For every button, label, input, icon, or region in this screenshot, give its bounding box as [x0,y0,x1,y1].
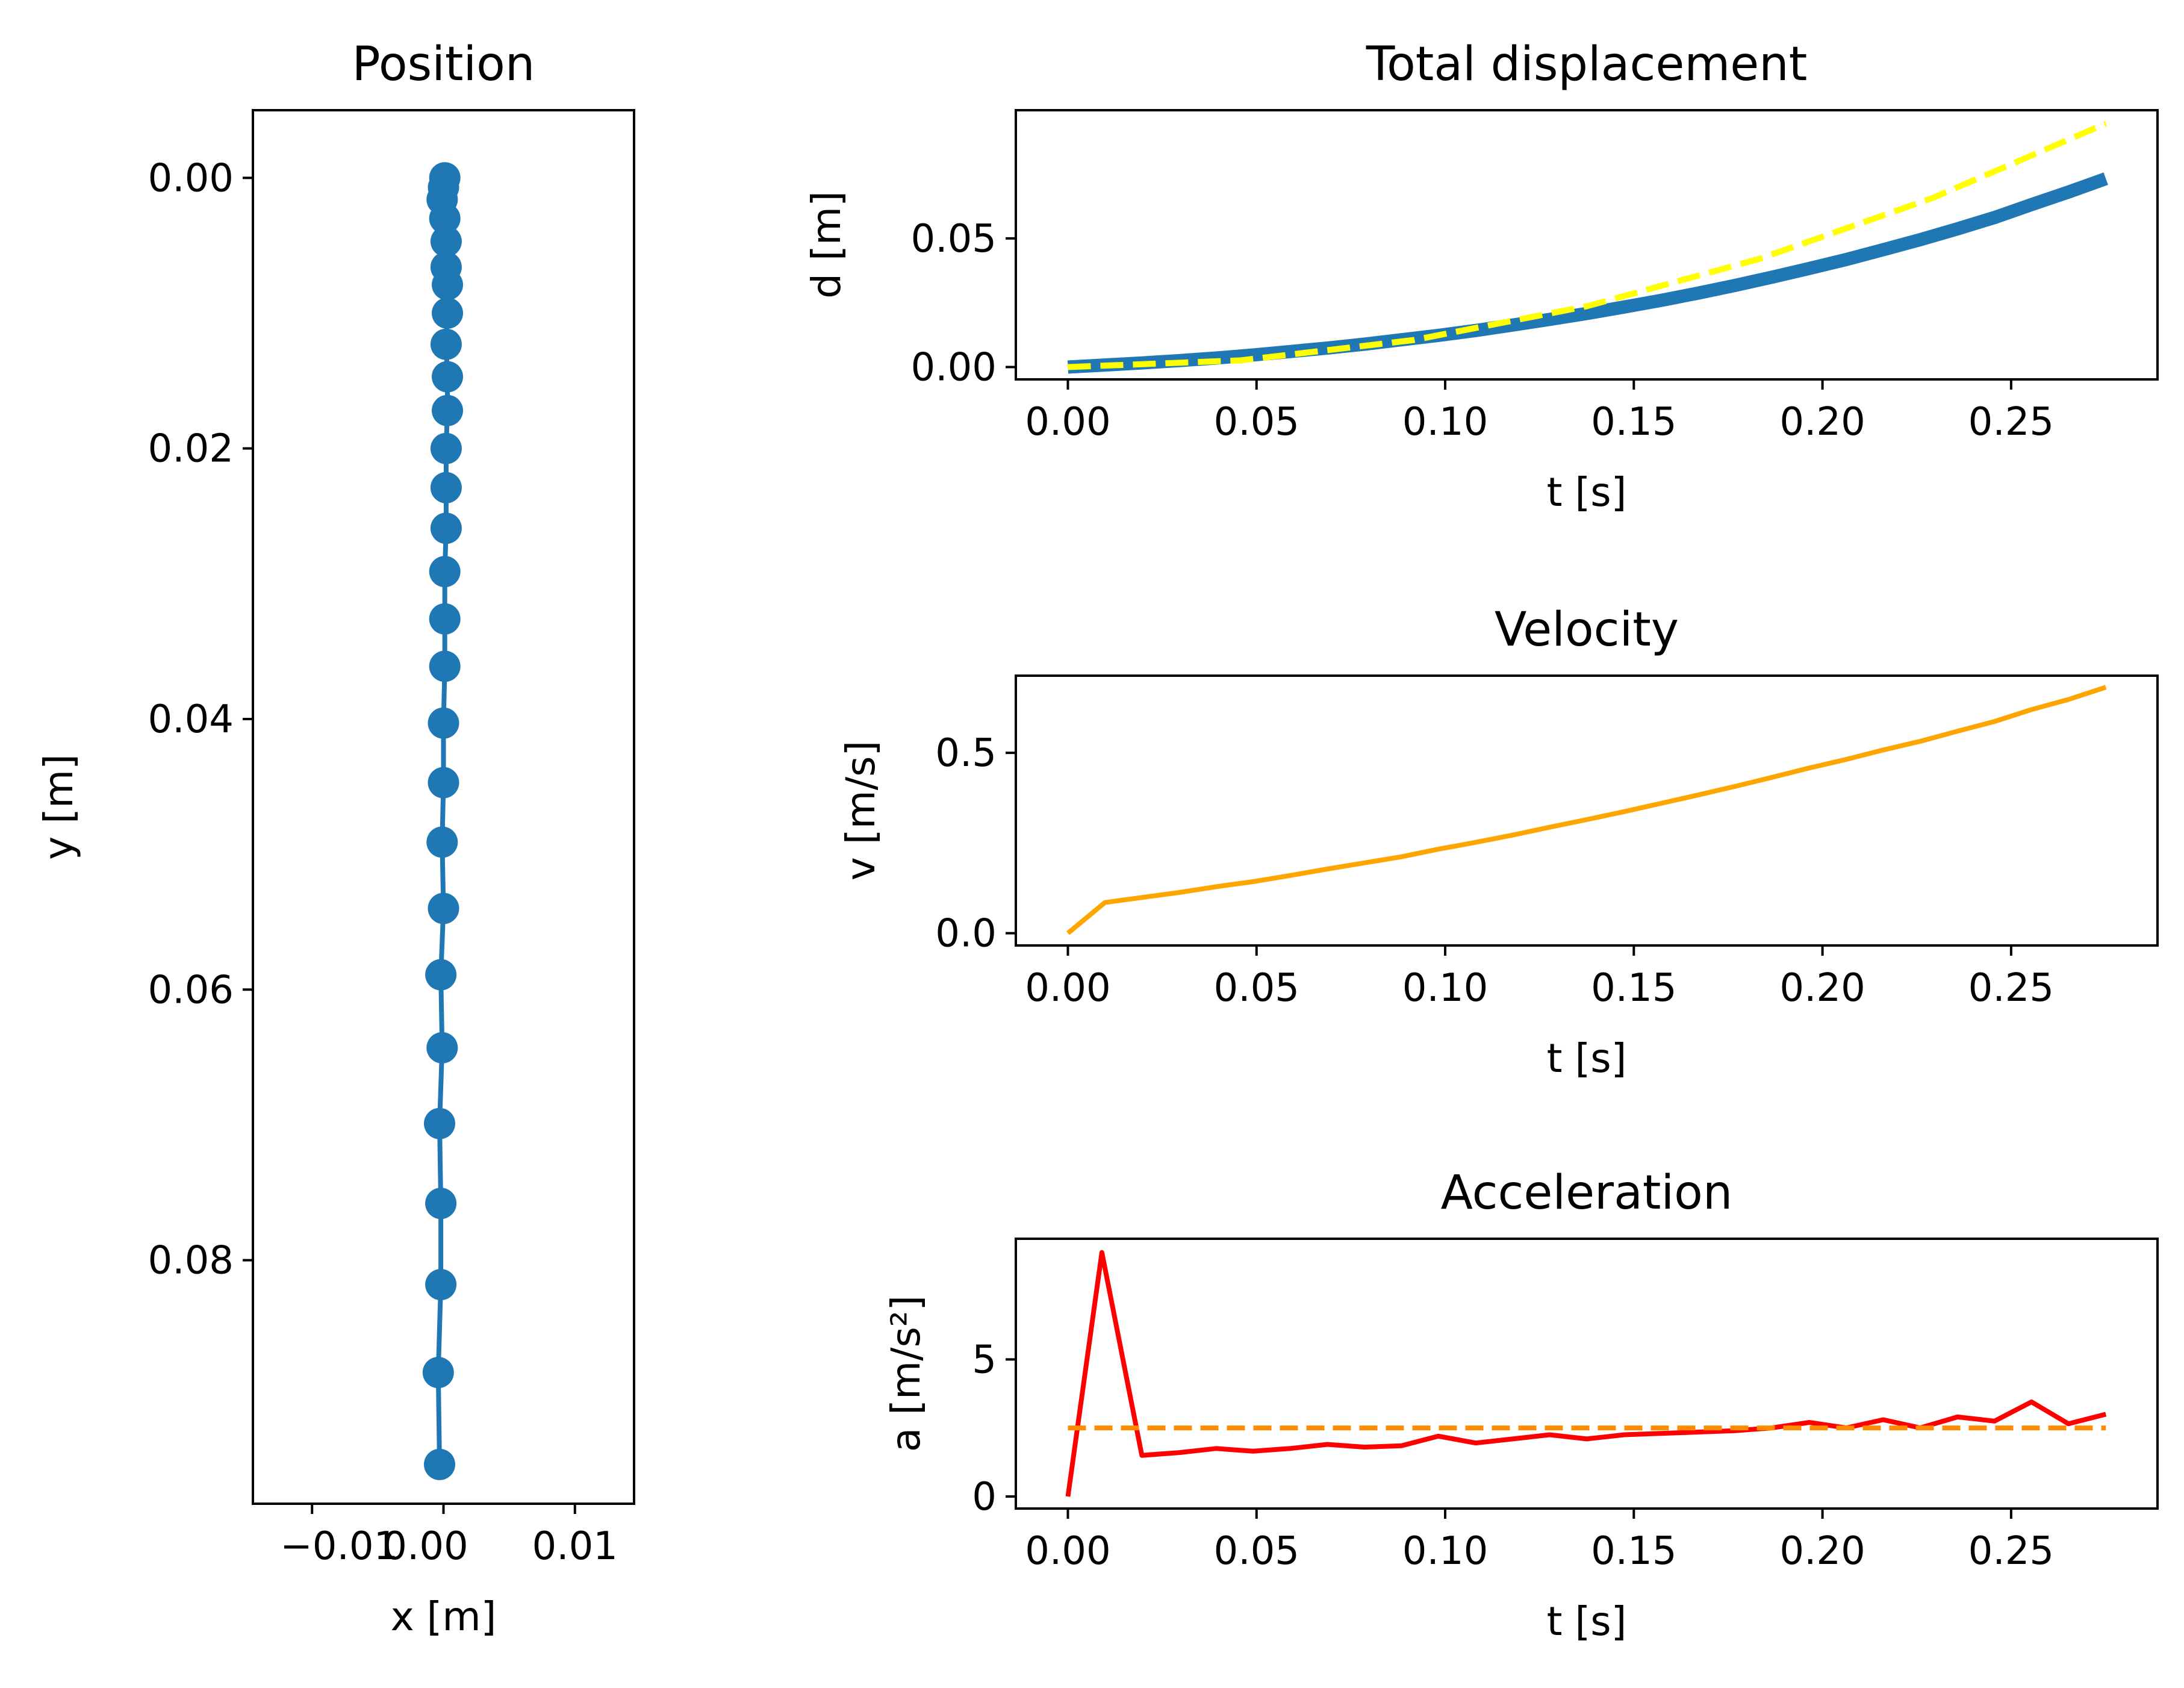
total-displacement-y-axis-label: d [m] [803,191,850,299]
velocity-y-tick-label-1: 0.5 [935,731,997,776]
velocity-frame [1015,674,2159,947]
acceleration-x-tick-label-1: 0.05 [1214,1529,1300,1574]
velocity-series-0-line [1066,685,2107,935]
velocity-x-tick-label-5: 0.25 [1968,966,2055,1011]
acceleration-x-tick-label-4: 0.20 [1779,1529,1865,1574]
acceleration-x-axis-label: t [s] [1547,1598,1627,1645]
position-point-9 [432,361,463,393]
position-point-20 [428,892,459,924]
position-point-23 [424,1107,455,1139]
position-title: Position [352,37,535,92]
position-y-tick-label-4: 0.08 [148,1239,234,1283]
total-displacement-x-tick-label-4: 0.20 [1779,400,1865,444]
position-point-25 [425,1269,457,1301]
total-displacement-frame [1015,109,2159,381]
acceleration-x-tick-label-3: 0.15 [1591,1529,1677,1574]
position-axes: −0.010.00 0.010.000.020.040.060.08Positio… [36,37,635,1640]
position-point-3 [429,202,461,234]
acceleration-frame [1015,1238,2159,1510]
position-point-22 [426,1032,458,1064]
velocity-x-tick-label-4: 0.20 [1779,966,1865,1011]
acceleration-axes: 0.00 0.05 0.10 0.15 0.20 0.25 0 5 Acceleration t … [883,1166,2159,1645]
position-point-10 [432,394,463,426]
total-displacement-x-tick-label-3: 0.15 [1591,400,1677,444]
total-displacement-plot-area [1067,120,2108,374]
total-displacement-x-tick-label-1: 0.05 [1214,400,1300,444]
position-point-19 [426,826,458,858]
position-point-12 [430,472,462,503]
position-point-24 [425,1188,457,1219]
velocity-x-axis-label: t [s] [1547,1035,1627,1082]
position-point-8 [430,328,462,360]
position-x-tick-label-1: 0.00 [382,1524,468,1569]
position-point-21 [425,959,457,991]
position-x-tick-label-2: 0.01 [532,1524,618,1569]
position-point-15 [429,603,461,635]
acceleration-plot-area [1065,1250,2107,1497]
position-point-7 [432,297,463,329]
velocity-x-tick-label-2: 0.10 [1402,966,1489,1011]
position-point-4 [430,225,462,257]
velocity-plot-area [1066,685,2107,935]
total-displacement-y-tick-label-0: 0.00 [911,345,997,390]
acceleration-y-axis-label: a [m/s²] [883,1295,929,1452]
position-y-tick-label-1: 0.02 [148,427,234,472]
velocity-y-tick-label-0: 0.0 [935,912,997,956]
total-displacement-axes: 0.00 0.05 0.10 0.15 0.20 0.25 0.00 0.05 Total di… [803,37,2159,515]
velocity-x-tick-label-3: 0.15 [1591,966,1677,1011]
position-y-axis-label: y [m] [36,754,82,860]
total-displacement-x-tick-label-5: 0.25 [1968,400,2055,444]
position-point-18 [428,767,459,799]
velocity-y-axis-label: v [m/s] [838,741,884,880]
position-point-14 [429,556,461,588]
velocity-x-tick-label-0: 0.00 [1025,966,1111,1011]
acceleration-x-tick-label-5: 0.25 [1968,1529,2055,1574]
total-displacement-series-0-line [1067,172,2108,374]
acceleration-title: Acceleration [1441,1166,1733,1220]
position-x-tick-label-0: −0.01 [280,1524,398,1569]
total-displacement-x-tick-label-2: 0.10 [1402,400,1489,444]
total-displacement-series-1-line [1068,120,2108,370]
velocity-axes: 0.00 0.05 0.10 0.15 0.20 0.25 0.0 0.5 Velocity t … [838,603,2159,1082]
acceleration-x-tick-label-2: 0.10 [1402,1529,1489,1574]
position-point-26 [422,1357,454,1389]
total-displacement-x-axis-label: t [s] [1547,469,1627,515]
position-point-13 [430,512,462,544]
position-y-tick-label-2: 0.04 [148,697,234,742]
position-y-tick-label-0: 0.00 [148,156,234,201]
velocity-x-tick-label-1: 0.05 [1214,966,1300,1011]
position-point-16 [429,650,461,682]
acceleration-y-tick-label-1: 5 [972,1338,997,1382]
position-y-tick-label-3: 0.06 [148,968,234,1012]
total-displacement-y-tick-label-1: 0.05 [911,217,997,261]
acceleration-x-tick-label-0: 0.00 [1025,1529,1111,1574]
acceleration-series-0-line [1065,1250,2107,1497]
total-displacement-title: Total displacement [1366,37,1808,92]
acceleration-y-tick-label-0: 0 [972,1475,997,1519]
position-point-17 [428,707,459,739]
velocity-title: Velocity [1495,603,1679,657]
position-point-11 [430,432,462,464]
total-displacement-x-tick-label-0: 0.00 [1025,400,1111,444]
position-point-27 [424,1448,455,1480]
position-point-6 [432,269,463,301]
position-x-axis-label: x [m] [391,1593,497,1640]
